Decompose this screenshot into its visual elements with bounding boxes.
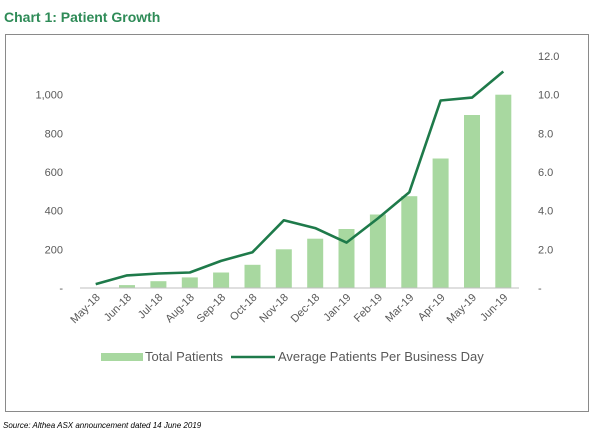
bar-jul-18 <box>150 281 167 288</box>
left-axis-ticks: - 200 400 600 800 1,000 <box>35 90 63 295</box>
chart-title: Chart 1: Patient Growth <box>4 9 161 25</box>
bar-jun-18 <box>119 285 135 288</box>
left-tick-label: 1,000 <box>35 90 63 102</box>
chart-legend: Total Patients Average Patients Per Busi… <box>101 349 484 364</box>
x-tick-label: Oct-18 <box>228 292 260 324</box>
bar-series <box>119 94 512 288</box>
right-tick-label: 4.0 <box>538 206 553 218</box>
right-tick-label: 2.0 <box>538 244 553 256</box>
legend-swatch-total-patients <box>101 353 143 361</box>
right-tick-label: 8.0 <box>538 128 553 140</box>
line-series <box>95 70 505 286</box>
bar-dec-18 <box>307 238 324 288</box>
x-tick-label: Dec-18 <box>289 292 323 326</box>
x-tick-label: Jan-19 <box>321 292 353 324</box>
source-note: Source: Althea ASX announcement dated 14… <box>3 421 202 430</box>
x-tick-label: Aug-18 <box>163 292 197 326</box>
bar-aug-18 <box>181 277 198 288</box>
bar-may-19 <box>464 115 480 288</box>
legend-label-total-patients: Total Patients <box>145 349 224 364</box>
legend-label-average-patients: Average Patients Per Business Day <box>278 349 484 364</box>
left-tick-label: 400 <box>45 206 63 218</box>
right-tick-label: 6.0 <box>538 167 553 179</box>
bar-feb-19 <box>369 214 386 288</box>
bar-apr-19 <box>432 158 449 288</box>
x-tick-label: Jun-19 <box>478 292 510 324</box>
bar-jun-19 <box>495 94 512 288</box>
x-tick-label: Jul-18 <box>136 292 166 322</box>
right-axis-ticks: - 2.0 4.0 6.0 8.0 10.0 12.0 <box>538 51 559 295</box>
x-tick-label: May-18 <box>68 292 102 326</box>
x-tick-label: Jun-18 <box>102 292 134 324</box>
x-tick-label: Sep-18 <box>195 292 229 326</box>
x-tick-label: Apr-19 <box>416 292 448 324</box>
bar-jan-19 <box>338 229 355 288</box>
right-tick-label: 10.0 <box>538 90 559 102</box>
bar-mar-19 <box>401 196 418 288</box>
bar-nov-18 <box>275 249 292 288</box>
bar-oct-18 <box>244 264 261 288</box>
right-tick-label: - <box>538 283 542 295</box>
x-tick-label: Mar-19 <box>383 292 416 325</box>
x-tick-label: Nov-18 <box>257 292 291 326</box>
right-tick-label: 12.0 <box>538 51 559 63</box>
x-tick-label: Feb-19 <box>352 292 385 325</box>
left-tick-label: 600 <box>45 167 63 179</box>
left-tick-label: 800 <box>45 128 63 140</box>
left-tick-label: 200 <box>45 244 63 256</box>
left-tick-label: - <box>59 283 63 295</box>
bar-sep-18 <box>213 272 230 288</box>
x-tick-label: May-19 <box>445 292 479 326</box>
